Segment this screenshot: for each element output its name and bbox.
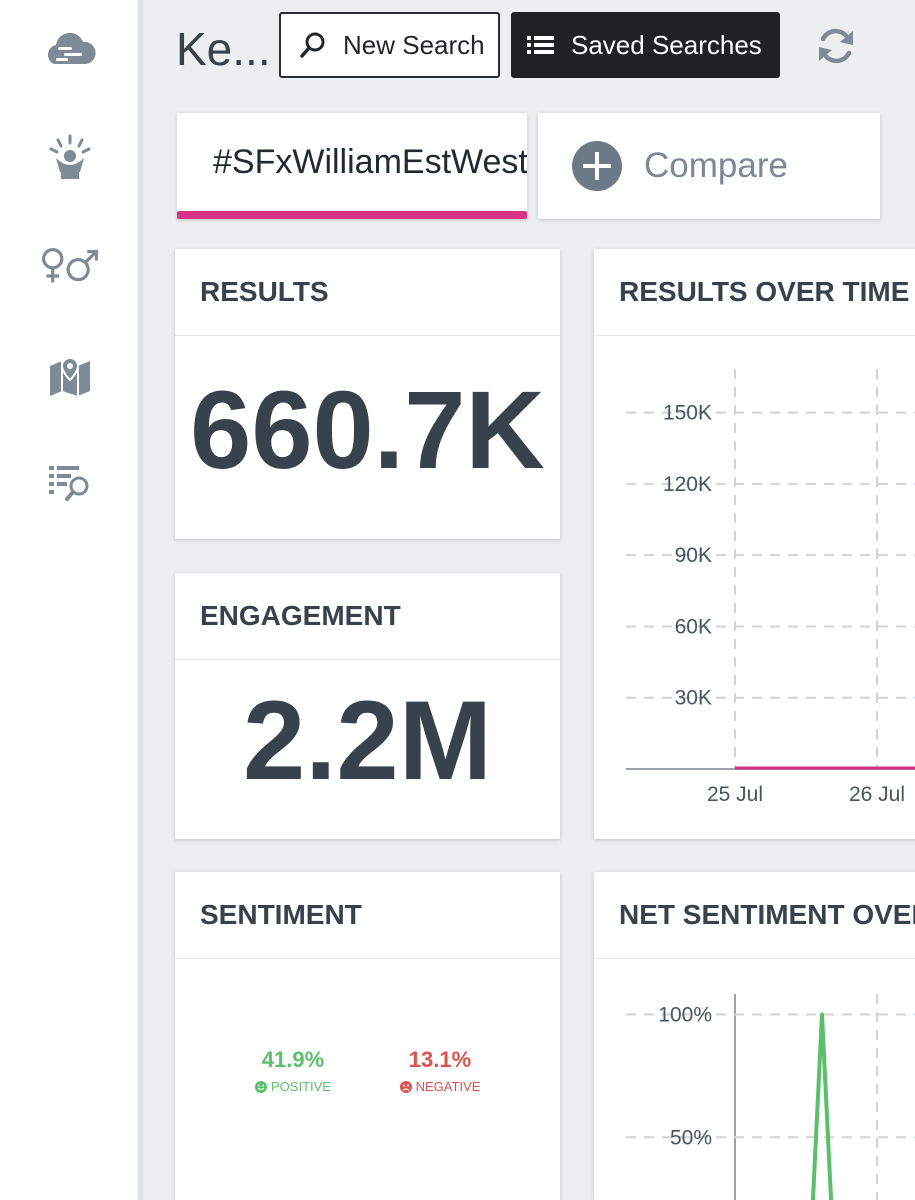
engagement-title: ENGAGEMENT: [175, 573, 560, 660]
saved-searches-button[interactable]: Saved Searches: [511, 12, 780, 78]
results-over-time-title: RESULTS OVER TIME: [594, 249, 915, 336]
positive-stat: 41.9% POSITIVE: [233, 1047, 353, 1094]
net-sentiment-title: NET SENTIMENT OVER TIME: [594, 872, 915, 959]
negative-label: NEGATIVE: [415, 1079, 481, 1094]
engagement-value: 2.2M: [243, 678, 492, 803]
top-bar: Ke... New Search Saved Searches: [148, 0, 915, 100]
active-tab-indicator: [177, 211, 527, 219]
gender-icon[interactable]: [40, 238, 100, 294]
positive-value: 41.9%: [261, 1047, 325, 1072]
y-tick-label: 120K: [663, 473, 712, 496]
results-title: RESULTS: [175, 249, 560, 336]
y-tick-label: 90K: [675, 544, 712, 567]
negative-value: 13.1%: [408, 1047, 472, 1072]
tab-query-label: #SFxWilliamEstWest: [213, 143, 527, 181]
compare-button[interactable]: Compare: [538, 113, 880, 219]
saved-searches-label: Saved Searches: [571, 29, 762, 60]
search-list-icon[interactable]: [40, 452, 100, 508]
x-tick-label: 26 Jul: [849, 783, 905, 806]
sentiment-card: SENTIMENT 41.9% POSITIVE 13.1% NEGATIVE: [175, 872, 560, 1200]
net-sentiment-card: NET SENTIMENT OVER TIME 100% 50%: [594, 872, 915, 1200]
y-tick-label: 100%: [658, 1004, 712, 1027]
negative-label-row: NEGATIVE: [380, 1079, 500, 1094]
y-tick-label: 30K: [675, 687, 712, 710]
sentiment-title: SENTIMENT: [175, 872, 560, 959]
plus-circle-icon: [572, 141, 622, 191]
net-sentiment-chart: 100% 50%: [626, 994, 915, 1200]
results-value: 660.7K: [190, 369, 545, 492]
series-line: [810, 1012, 834, 1200]
search-icon: [299, 31, 327, 59]
y-tick-label: 60K: [675, 615, 712, 638]
results-over-time-card: RESULTS OVER TIME 150K 120K 90K 60K 30K 25 Ju…: [594, 249, 915, 839]
new-search-button[interactable]: New Search: [279, 12, 500, 78]
engagement-card: ENGAGEMENT 2.2M: [175, 573, 560, 839]
tab-query[interactable]: #SFxWilliamEstWest: [177, 113, 527, 219]
influencer-icon[interactable]: [40, 130, 100, 186]
x-tick-label: 25 Jul: [707, 783, 763, 806]
positive-label-row: POSITIVE: [233, 1079, 353, 1094]
map-icon[interactable]: [40, 348, 100, 404]
negative-stat: 13.1% NEGATIVE: [380, 1047, 500, 1094]
frown-icon: [399, 1080, 412, 1093]
refresh-icon[interactable]: [812, 22, 860, 70]
sidebar: [0, 0, 143, 1200]
results-card: RESULTS 660.7K: [175, 249, 560, 539]
y-tick-label: 150K: [663, 402, 712, 425]
positive-label: POSITIVE: [271, 1079, 331, 1094]
compare-label: Compare: [644, 146, 788, 185]
results-over-time-chart: 150K 120K 90K 60K 30K 25 Jul 26 Jul: [626, 369, 915, 806]
cloud-icon[interactable]: [40, 22, 100, 78]
new-search-label: New Search: [343, 29, 485, 60]
page-title: Ke...: [176, 23, 271, 75]
list-icon: [527, 34, 555, 56]
smile-icon: [255, 1080, 268, 1093]
y-tick-label: 50%: [670, 1126, 712, 1149]
